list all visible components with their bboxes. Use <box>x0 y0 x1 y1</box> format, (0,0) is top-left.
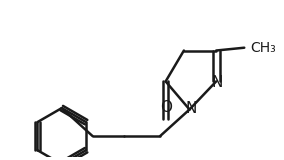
Text: N: N <box>212 75 223 90</box>
Text: CH₃: CH₃ <box>250 41 276 55</box>
Text: O: O <box>160 100 172 115</box>
Text: N: N <box>185 101 197 116</box>
